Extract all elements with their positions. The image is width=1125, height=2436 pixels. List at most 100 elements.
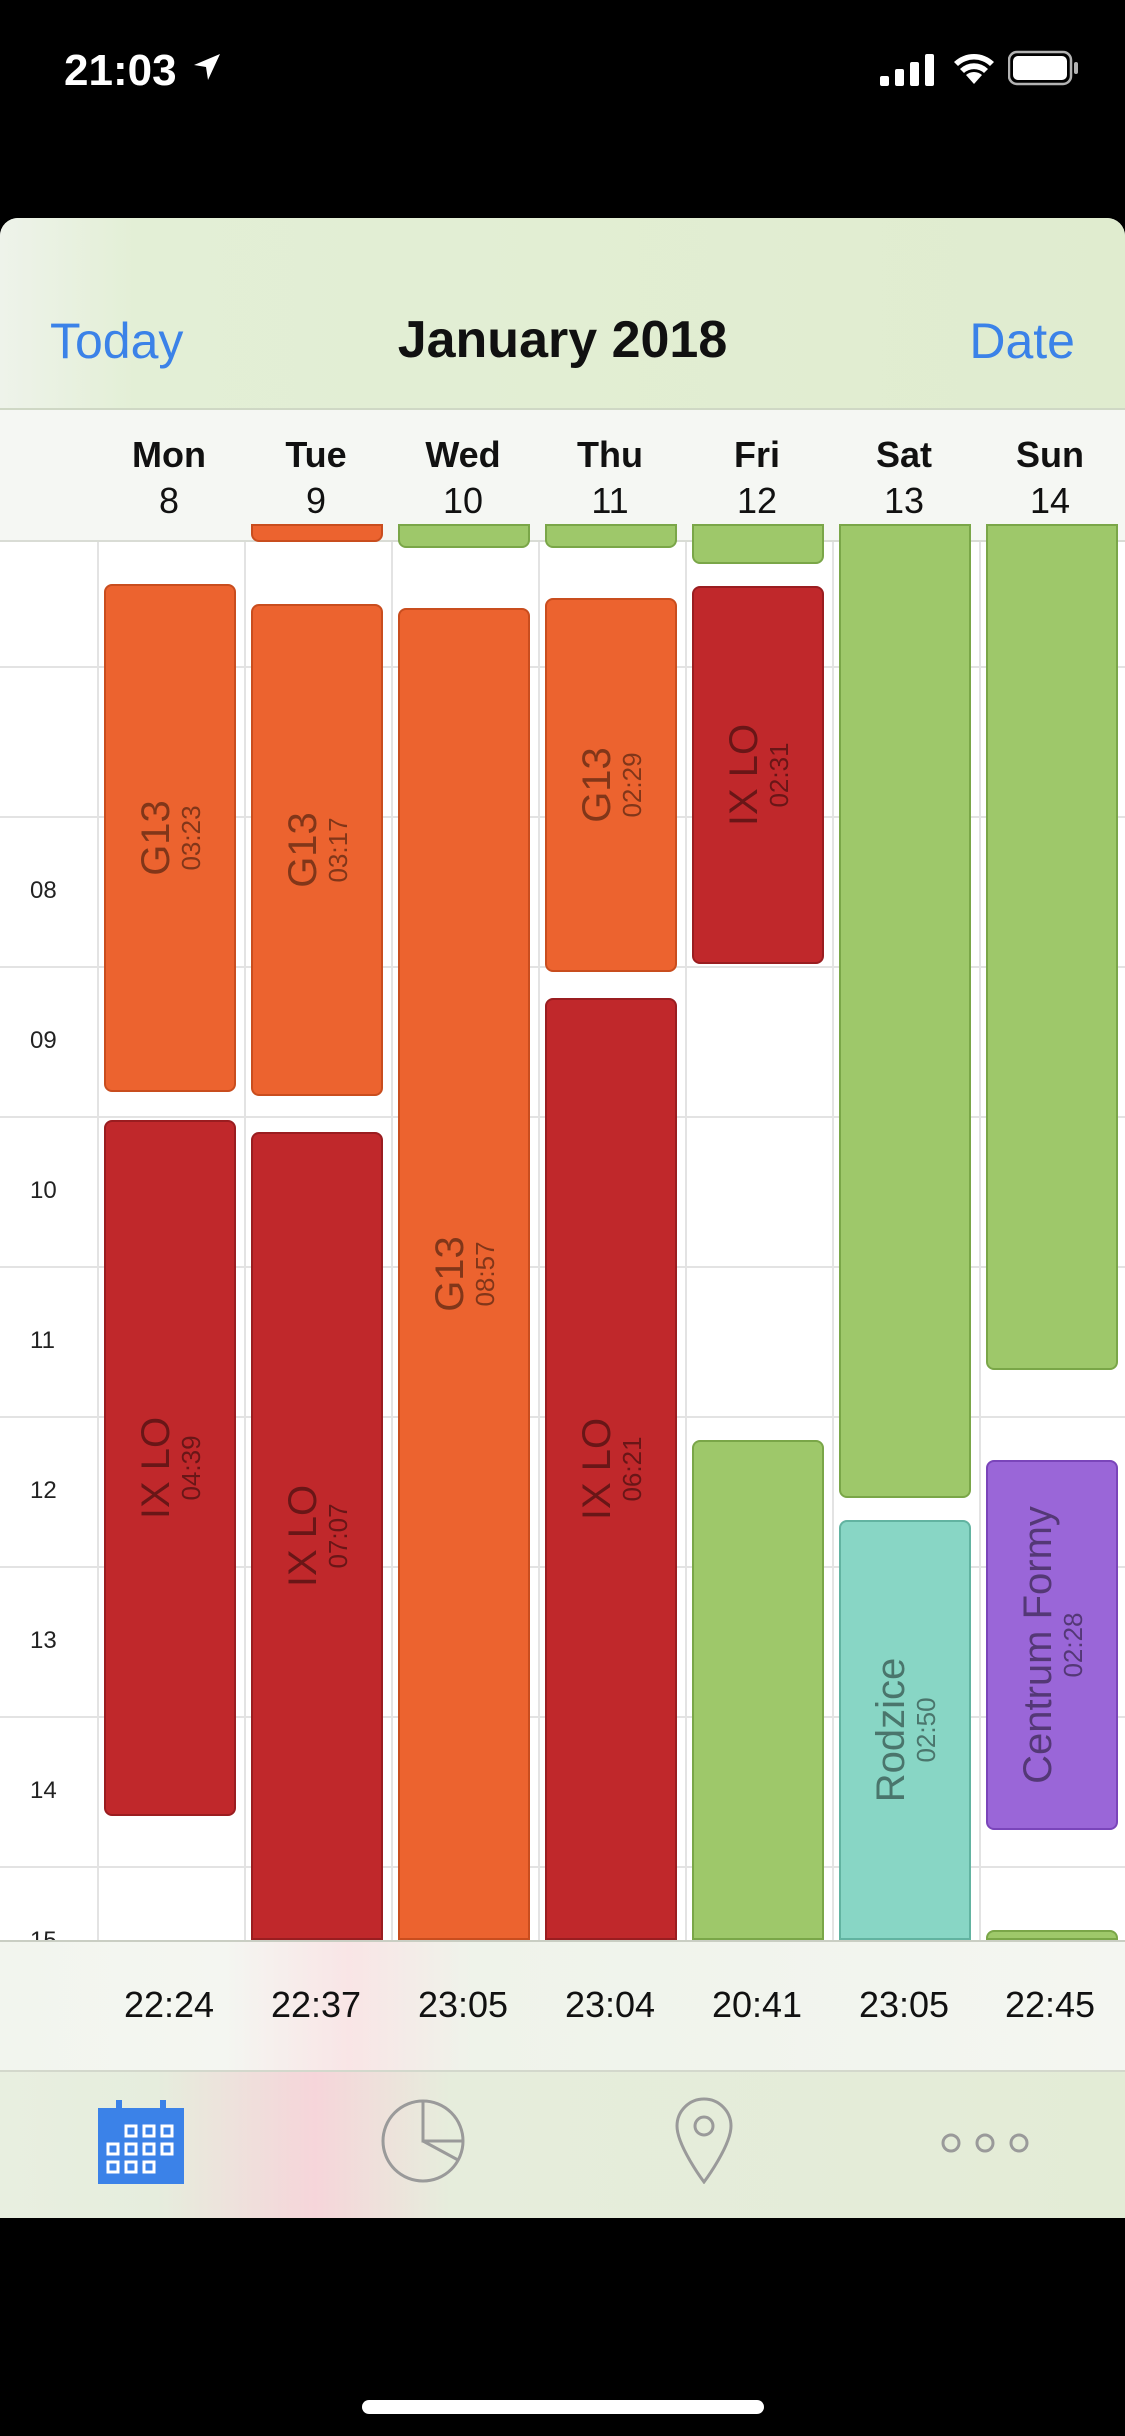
day-name: Mon [132, 434, 206, 475]
event-duration: 02:50 [911, 1697, 941, 1763]
event-title: G13 [134, 800, 178, 876]
event-block[interactable]: IX LO 02:31 [692, 586, 824, 964]
pie-chart-icon[interactable] [380, 2098, 466, 2184]
day-name: Sat [875, 434, 933, 475]
month-title: January 2018 [397, 311, 728, 369]
today-button[interactable]: Today [50, 313, 184, 369]
event-duration: 03:23 [176, 805, 206, 871]
daily-total: 20:41 [711, 1984, 803, 2025]
event-block[interactable]: Centrum Formy 02:28 [986, 1460, 1118, 1830]
day-date: 9 [305, 480, 327, 521]
event-duration: 08:57 [470, 1241, 500, 1307]
day-header-thu[interactable]: Thu 11 [540, 434, 680, 522]
event-block[interactable] [398, 524, 530, 548]
divider [0, 408, 1125, 410]
day-header-mon[interactable]: Mon 8 [99, 434, 239, 522]
day-name: Sun [1016, 434, 1084, 475]
event-duration: 04:39 [176, 1435, 206, 1501]
event-label: G13 02:29 [575, 747, 647, 823]
event-label: IX LO 02:31 [722, 724, 794, 826]
hour-label: 10 [30, 1177, 57, 1204]
event-title: G13 [428, 1236, 472, 1312]
event-block[interactable]: G13 03:23 [104, 584, 236, 1092]
more-icon[interactable] [940, 2132, 1030, 2154]
column-line [979, 542, 981, 1940]
day-header-sat[interactable]: Sat 13 [834, 434, 974, 522]
event-block[interactable]: G13 08:57 [398, 608, 530, 1940]
day-name: Fri [733, 434, 780, 475]
status-bar: 21:03 [0, 0, 1125, 140]
day-date: 13 [883, 480, 925, 521]
event-block[interactable] [692, 524, 824, 564]
event-label: IX LO 06:21 [575, 1417, 647, 1521]
battery-icon [1008, 50, 1078, 86]
calendar-sheet: Today January 2018 Date Mon 8 Tue 9 Wed … [0, 218, 1125, 2218]
hour-label: 11 [30, 1327, 55, 1354]
tab-bar [0, 2070, 1125, 2218]
event-title: IX LO [575, 1417, 619, 1521]
event-label: IX LO 04:39 [134, 1416, 206, 1520]
event-label: G13 03:17 [281, 812, 353, 888]
event-duration: 02:29 [617, 752, 647, 818]
event-duration: 02:28 [1058, 1612, 1088, 1678]
weekday-header: Mon 8 Tue 9 Wed 10 Thu 11 Fri 12 Sat 13 … [0, 410, 1125, 540]
location-arrow-icon [194, 54, 220, 80]
event-block[interactable] [692, 1440, 824, 1940]
divider [0, 1940, 1125, 1942]
event-title: IX LO [281, 1484, 325, 1588]
event-block[interactable] [251, 524, 383, 542]
daily-total: 22:24 [123, 1984, 215, 2025]
hour-label: 09 [30, 1027, 57, 1054]
day-date: 12 [736, 480, 778, 521]
hour-label: 13 [30, 1627, 57, 1654]
event-block[interactable] [839, 524, 971, 1498]
hour-label: 15 [30, 1927, 57, 1940]
calendar-icon[interactable] [96, 2100, 186, 2186]
event-block[interactable] [986, 524, 1118, 1370]
status-time: 21:03 [64, 46, 177, 95]
hour-label: 14 [30, 1777, 57, 1804]
day-name: Tue [285, 434, 347, 475]
event-block[interactable] [986, 1930, 1118, 1940]
column-line [685, 542, 687, 1940]
daily-totals-row: 22:24 22:37 23:05 23:04 20:41 23:05 22:4… [0, 1940, 1125, 2070]
column-line [244, 542, 246, 1940]
calendar-header: Today January 2018 Date [0, 218, 1125, 408]
event-label: IX LO 07:07 [281, 1484, 353, 1588]
event-label: Rodzice 02:50 [869, 1658, 941, 1803]
daily-total: 23:05 [417, 1984, 509, 2025]
event-title: Centrum Formy [1016, 1506, 1060, 1784]
day-date: 14 [1029, 480, 1071, 521]
day-header-sun[interactable]: Sun 14 [980, 434, 1120, 522]
event-label: G13 03:23 [134, 800, 206, 876]
event-block[interactable]: IX LO 07:07 [251, 1132, 383, 1940]
event-duration: 06:21 [617, 1436, 647, 1502]
event-block[interactable] [545, 524, 677, 548]
hour-label: 12 [30, 1477, 57, 1504]
location-pin-icon[interactable] [674, 2096, 734, 2184]
event-duration: 07:07 [323, 1503, 353, 1569]
day-date: 10 [442, 480, 484, 521]
daily-total: 23:05 [858, 1984, 950, 2025]
day-header-fri[interactable]: Fri 12 [687, 434, 827, 522]
event-block[interactable]: G13 02:29 [545, 598, 677, 972]
event-duration: 02:31 [764, 742, 794, 808]
event-duration: 03:17 [323, 817, 353, 883]
event-block[interactable]: Rodzice 02:50 [839, 1520, 971, 1940]
wifi-icon [954, 54, 994, 84]
home-indicator[interactable] [362, 2400, 764, 2414]
day-name: Wed [425, 434, 501, 475]
column-line [97, 542, 99, 1940]
day-header-wed[interactable]: Wed 10 [393, 434, 533, 522]
event-block[interactable]: IX LO 06:21 [545, 998, 677, 1940]
day-header-tue[interactable]: Tue 9 [246, 434, 386, 522]
event-title: G13 [281, 812, 325, 888]
event-title: IX LO [134, 1416, 178, 1520]
day-date: 11 [591, 480, 629, 521]
date-button[interactable]: Date [969, 313, 1075, 369]
event-block[interactable]: IX LO 04:39 [104, 1120, 236, 1816]
day-name: Thu [577, 434, 643, 475]
column-line [391, 542, 393, 1940]
daily-total: 22:45 [1004, 1984, 1096, 2025]
event-block[interactable]: G13 03:17 [251, 604, 383, 1096]
